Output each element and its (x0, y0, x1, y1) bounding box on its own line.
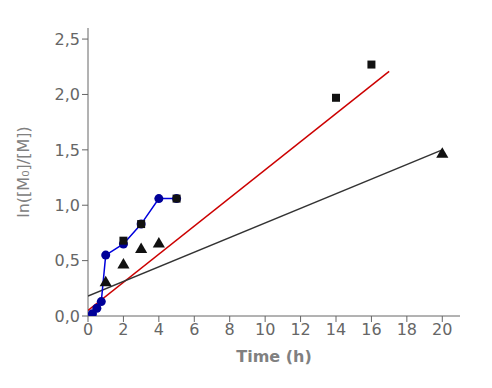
svg-text:2: 2 (118, 320, 128, 339)
svg-text:0,0: 0,0 (55, 307, 80, 326)
svg-text:4: 4 (154, 320, 164, 339)
svg-text:6: 6 (189, 320, 199, 339)
svg-text:1,0: 1,0 (55, 196, 80, 215)
svg-text:8: 8 (225, 320, 235, 339)
svg-text:2,0: 2,0 (55, 85, 80, 104)
svg-text:18: 18 (397, 320, 417, 339)
svg-text:0: 0 (83, 320, 93, 339)
svg-text:0,5: 0,5 (55, 251, 80, 270)
svg-text:Time (h): Time (h) (236, 347, 312, 366)
svg-text:12: 12 (290, 320, 310, 339)
svg-text:16: 16 (361, 320, 381, 339)
svg-text:14: 14 (326, 320, 346, 339)
svg-text:10: 10 (255, 320, 275, 339)
svg-text:20: 20 (432, 320, 452, 339)
svg-text:ln([M₀]/[M]): ln([M₀]/[M]) (14, 126, 33, 217)
svg-text:1,5: 1,5 (55, 141, 80, 160)
svg-text:2,5: 2,5 (55, 30, 80, 49)
